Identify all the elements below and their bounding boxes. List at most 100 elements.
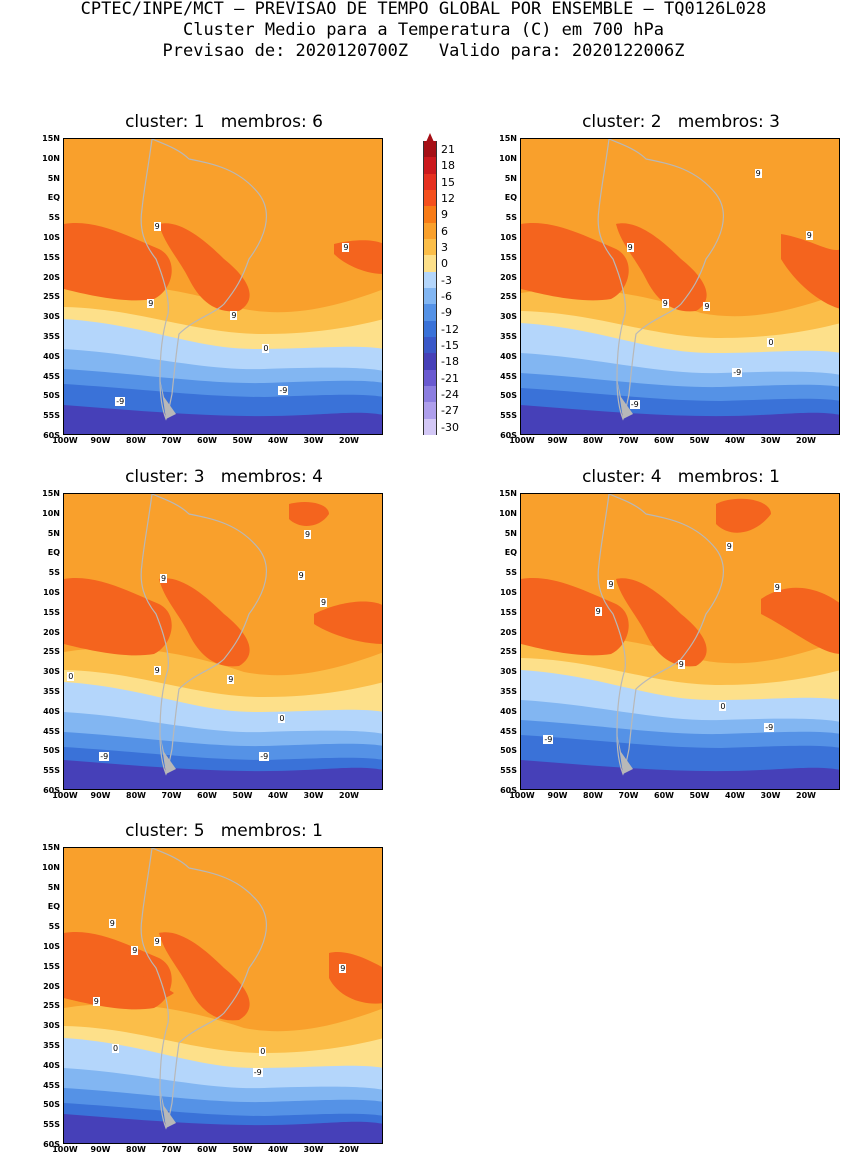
longitude-label: 60W [654, 791, 674, 800]
colorbar-label: 18 [441, 159, 455, 173]
contour-label: 9 [320, 597, 328, 607]
latitude-label: 30S [43, 312, 60, 322]
latitude-label: 15S [500, 607, 517, 617]
colorbar-swatch [423, 190, 437, 207]
header-line-1: CPTEC/INPE/MCT – PREVISAO DE TEMPO GLOBA… [80, 0, 767, 19]
contour-label: 0 [112, 1044, 120, 1054]
latitude-label: 45S [43, 726, 60, 736]
contour-label: -9 [543, 734, 554, 744]
panel-1-temperature-field [64, 139, 382, 434]
colorbar-swatch [423, 239, 437, 256]
colorbar-label: -12 [441, 322, 459, 336]
latitude-label: 45S [500, 726, 517, 736]
latitude-label: 15N [42, 134, 60, 143]
contour-label: 9 [153, 222, 161, 232]
colorbar-swatch [423, 336, 437, 354]
contour-label: 9 [160, 574, 168, 584]
colorbar-swatch [423, 418, 437, 435]
latitude-label: 10S [43, 233, 60, 242]
latitude-label: 10S [500, 233, 517, 242]
latitude-label: 30S [500, 312, 517, 322]
colorbar-label: -27 [441, 404, 459, 418]
contour-label: -9 [115, 397, 126, 407]
colorbar-label: 0 [441, 257, 448, 271]
latitude-label: 25S [43, 647, 60, 657]
panel-1-title: cluster: 1 membros: 6 [125, 112, 323, 132]
contour-label: -9 [252, 1067, 263, 1077]
longitude-label: 30W [760, 791, 781, 800]
longitude-label: 20W [339, 436, 359, 445]
longitude-label: 60W [654, 436, 674, 445]
latitude-label: 5S [48, 922, 60, 932]
contour-label: 0 [767, 337, 775, 347]
longitude-label: 90W [547, 436, 568, 445]
longitude-label: 100W [509, 791, 535, 800]
contour-label: 9 [230, 311, 238, 321]
colorbar-swatch [423, 402, 437, 419]
contour-label: -9 [732, 367, 743, 377]
latitude-label: 15S [43, 252, 60, 262]
latitude-label: 40S [500, 706, 517, 716]
longitude-label: 70W [618, 791, 639, 800]
latitude-label: 20S [43, 272, 60, 282]
latitude-label: 5N [47, 882, 60, 892]
panel-4-temperature-field [521, 494, 839, 789]
latitude-label: 55S [500, 411, 517, 421]
latitude-label: 10N [42, 862, 60, 872]
latitude-label: 35S [43, 687, 60, 696]
longitude-label: 40W [725, 791, 745, 800]
longitude-label: 50W [689, 436, 710, 445]
latitude-label: 5S [505, 568, 517, 578]
contour-label: 9 [92, 996, 100, 1006]
latitude-label: EQ [47, 193, 60, 203]
contour-label: 9 [131, 946, 139, 955]
colorbar-label: -6 [441, 290, 452, 303]
latitude-label: 15S [43, 607, 60, 617]
colorbar-swatch [423, 173, 437, 191]
latitude-label: 40S [500, 351, 517, 361]
contour-label: -9 [99, 752, 110, 762]
contour-label: 9 [304, 529, 312, 539]
latitude-label: EQ [47, 548, 60, 558]
contour-label: 9 [661, 299, 669, 309]
contour-label: 0 [719, 701, 727, 711]
colorbar-label: -30 [441, 420, 459, 434]
latitude-label: 45S [43, 1080, 60, 1090]
colorbar-label: -15 [441, 338, 459, 352]
colorbar-label: 21 [441, 143, 455, 157]
contour-label: -9 [629, 400, 640, 410]
panel-4-title: cluster: 4 membros: 1 [582, 467, 780, 487]
latitude-label: EQ [504, 193, 517, 203]
contour-label: 9 [703, 302, 711, 312]
colorbar-swatch [423, 353, 437, 370]
colorbar: 21 18 15 12 9 6 3 0 -3 -6 -9 -12 -15 -18 -21 -24 -27 -30 [423, 133, 483, 443]
panel-5-map: 9 9 9 9 9 0 0 -9 [63, 847, 383, 1144]
colorbar-swatch [423, 385, 437, 403]
latitude-label: 10S [43, 588, 60, 597]
latitude-label: 20S [43, 981, 60, 991]
contour-label: 9 [227, 675, 235, 685]
latitude-label: 25S [500, 647, 517, 657]
latitude-label: 50S [500, 391, 517, 401]
contour-label: 9 [153, 937, 161, 947]
latitude-label: 55S [500, 766, 517, 776]
latitude-label: 10N [499, 153, 517, 163]
latitude-label: 60S [43, 786, 60, 795]
latitude-label: 25S [43, 292, 60, 302]
contour-label: 0 [259, 1046, 267, 1056]
longitude-label: 40W [268, 1145, 288, 1154]
longitude-label: 80W [583, 436, 603, 445]
longitude-label: 80W [126, 436, 146, 445]
colorbar-label: 12 [441, 192, 455, 206]
header-line-2: Cluster Medio para a Temperatura (C) em … [182, 20, 665, 40]
latitude-label: 50S [43, 746, 60, 756]
latitude-label: EQ [47, 902, 60, 912]
colorbar-swatch [423, 206, 437, 223]
colorbar-swatch [423, 222, 437, 240]
panel-2-temperature-field [521, 139, 839, 434]
longitude-label: 90W [90, 1145, 111, 1154]
longitude-label: 70W [618, 436, 639, 445]
panel-3-temperature-field [64, 494, 382, 789]
latitude-label: 30S [500, 667, 517, 677]
latitude-label: 20S [500, 272, 517, 282]
